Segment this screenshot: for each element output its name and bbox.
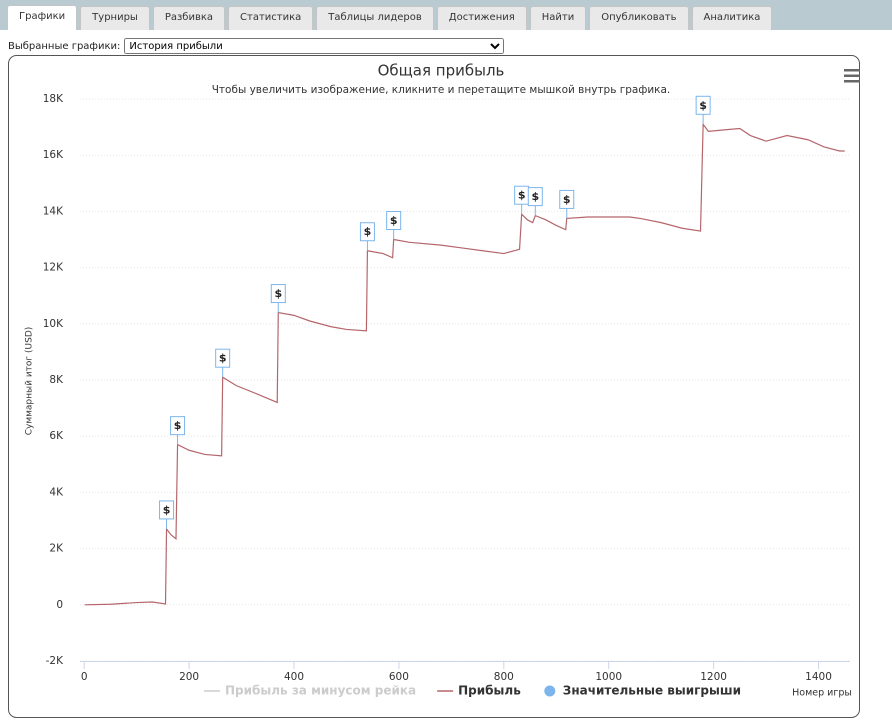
y-tick-label: 10K — [43, 318, 64, 330]
x-tick-label: 800 — [494, 671, 514, 683]
flag: $ — [215, 348, 231, 378]
flag: $ — [170, 416, 186, 445]
y-tick-label: 0 — [56, 599, 63, 611]
tabs: Графики Турниры Разбивка Статистика Таблицы … — [7, 5, 773, 30]
y-tick-label: 8K — [49, 374, 64, 386]
y-tick-label: 2K — [49, 543, 64, 555]
flag: $ — [359, 222, 375, 251]
flag-box — [695, 95, 711, 115]
legend-item[interactable]: Значительные выигрыши — [544, 684, 741, 698]
flag: $ — [514, 185, 530, 215]
tab[interactable]: Опубликовать — [589, 6, 689, 30]
tab[interactable]: Турниры — [80, 6, 150, 30]
tab[interactable]: Достижения — [436, 6, 527, 30]
flag-label: $ — [518, 189, 526, 202]
legend-item[interactable]: Прибыль — [437, 684, 521, 698]
tab[interactable]: Таблицы лидеров — [316, 6, 434, 30]
x-tick-label: 1400 — [805, 671, 832, 683]
tab[interactable]: Аналитика — [691, 6, 773, 30]
flag-box — [270, 284, 286, 304]
x-tick-label: 1200 — [700, 671, 727, 683]
menu-bar — [844, 74, 860, 77]
flag-box — [215, 348, 231, 368]
menu-bar — [844, 69, 860, 72]
flag-label: $ — [531, 190, 539, 203]
flag-box — [359, 222, 375, 242]
y-tick-label: 18K — [43, 93, 64, 105]
flag-box — [527, 187, 543, 207]
flag-label: $ — [174, 419, 182, 432]
chart-select[interactable]: История прибыли — [124, 38, 505, 54]
flag: $ — [386, 211, 402, 240]
legend-label: Прибыль — [458, 684, 521, 698]
tab[interactable]: Разбивка — [152, 6, 226, 30]
y-tick-label: 6K — [49, 430, 64, 442]
y-tick-label: 16K — [43, 149, 64, 161]
flag-label: $ — [364, 225, 372, 238]
menu-bar — [844, 80, 860, 83]
chart-subtitle: Чтобы увеличить изображение, кликните и … — [212, 84, 671, 96]
line — [84, 122, 845, 606]
flag: $ — [559, 189, 575, 219]
flag-box — [559, 189, 575, 209]
flag-box — [170, 416, 186, 436]
x-tick-label: 0 — [81, 671, 88, 683]
flag-label: $ — [390, 214, 398, 227]
chart-frame — [8, 55, 860, 718]
x-tick-label: 600 — [389, 671, 409, 683]
menu-button[interactable] — [844, 69, 860, 83]
tab-bar: Графики Турниры Разбивка Статистика Таблицы … — [0, 0, 892, 30]
flag: $ — [270, 284, 286, 313]
y-axis-title: Суммарный итог (USD) — [25, 327, 35, 436]
flag-label: $ — [163, 503, 171, 516]
selector-label: Выбранные графики: — [8, 40, 121, 52]
flag-label: $ — [699, 99, 707, 112]
flag: $ — [527, 187, 543, 216]
tab[interactable]: Найти — [529, 6, 587, 30]
y-tick-label: -2K — [46, 655, 64, 667]
selector: Выбранные графики: История прибыли — [8, 38, 505, 54]
legend-symbol — [544, 685, 556, 697]
flag-box — [386, 211, 402, 230]
legend-item[interactable]: Прибыль за минусом рейка — [204, 684, 416, 698]
flag-label: $ — [219, 352, 227, 365]
flag-label: $ — [563, 193, 571, 206]
y-tick-label: 12K — [43, 262, 64, 274]
y-tick-label: 14K — [43, 205, 64, 217]
y-tick-label: 4K — [49, 486, 64, 498]
legend-label: Прибыль за минусом рейка — [225, 684, 416, 698]
flag: $ — [159, 500, 175, 529]
flag: $ — [695, 95, 711, 125]
chart-title: Общая прибыль — [378, 62, 505, 80]
x-axis-title: Номер игры — [792, 688, 852, 699]
flag-label: $ — [274, 287, 282, 300]
x-tick-label: 1000 — [595, 671, 622, 683]
flag-box — [159, 500, 175, 520]
x-tick-label: 200 — [179, 671, 199, 683]
legend-label: Значительные выигрыши — [563, 684, 741, 698]
tab[interactable]: Статистика — [228, 6, 314, 30]
tab[interactable]: Графики — [7, 5, 78, 30]
x-tick-label: 400 — [284, 671, 304, 683]
